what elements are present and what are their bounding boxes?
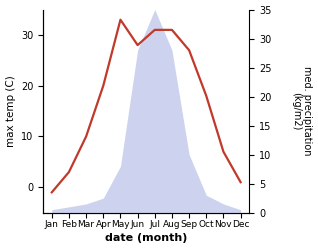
Y-axis label: max temp (C): max temp (C) <box>5 75 16 147</box>
X-axis label: date (month): date (month) <box>105 234 187 244</box>
Y-axis label: med. precipitation
(kg/m2): med. precipitation (kg/m2) <box>291 66 313 156</box>
